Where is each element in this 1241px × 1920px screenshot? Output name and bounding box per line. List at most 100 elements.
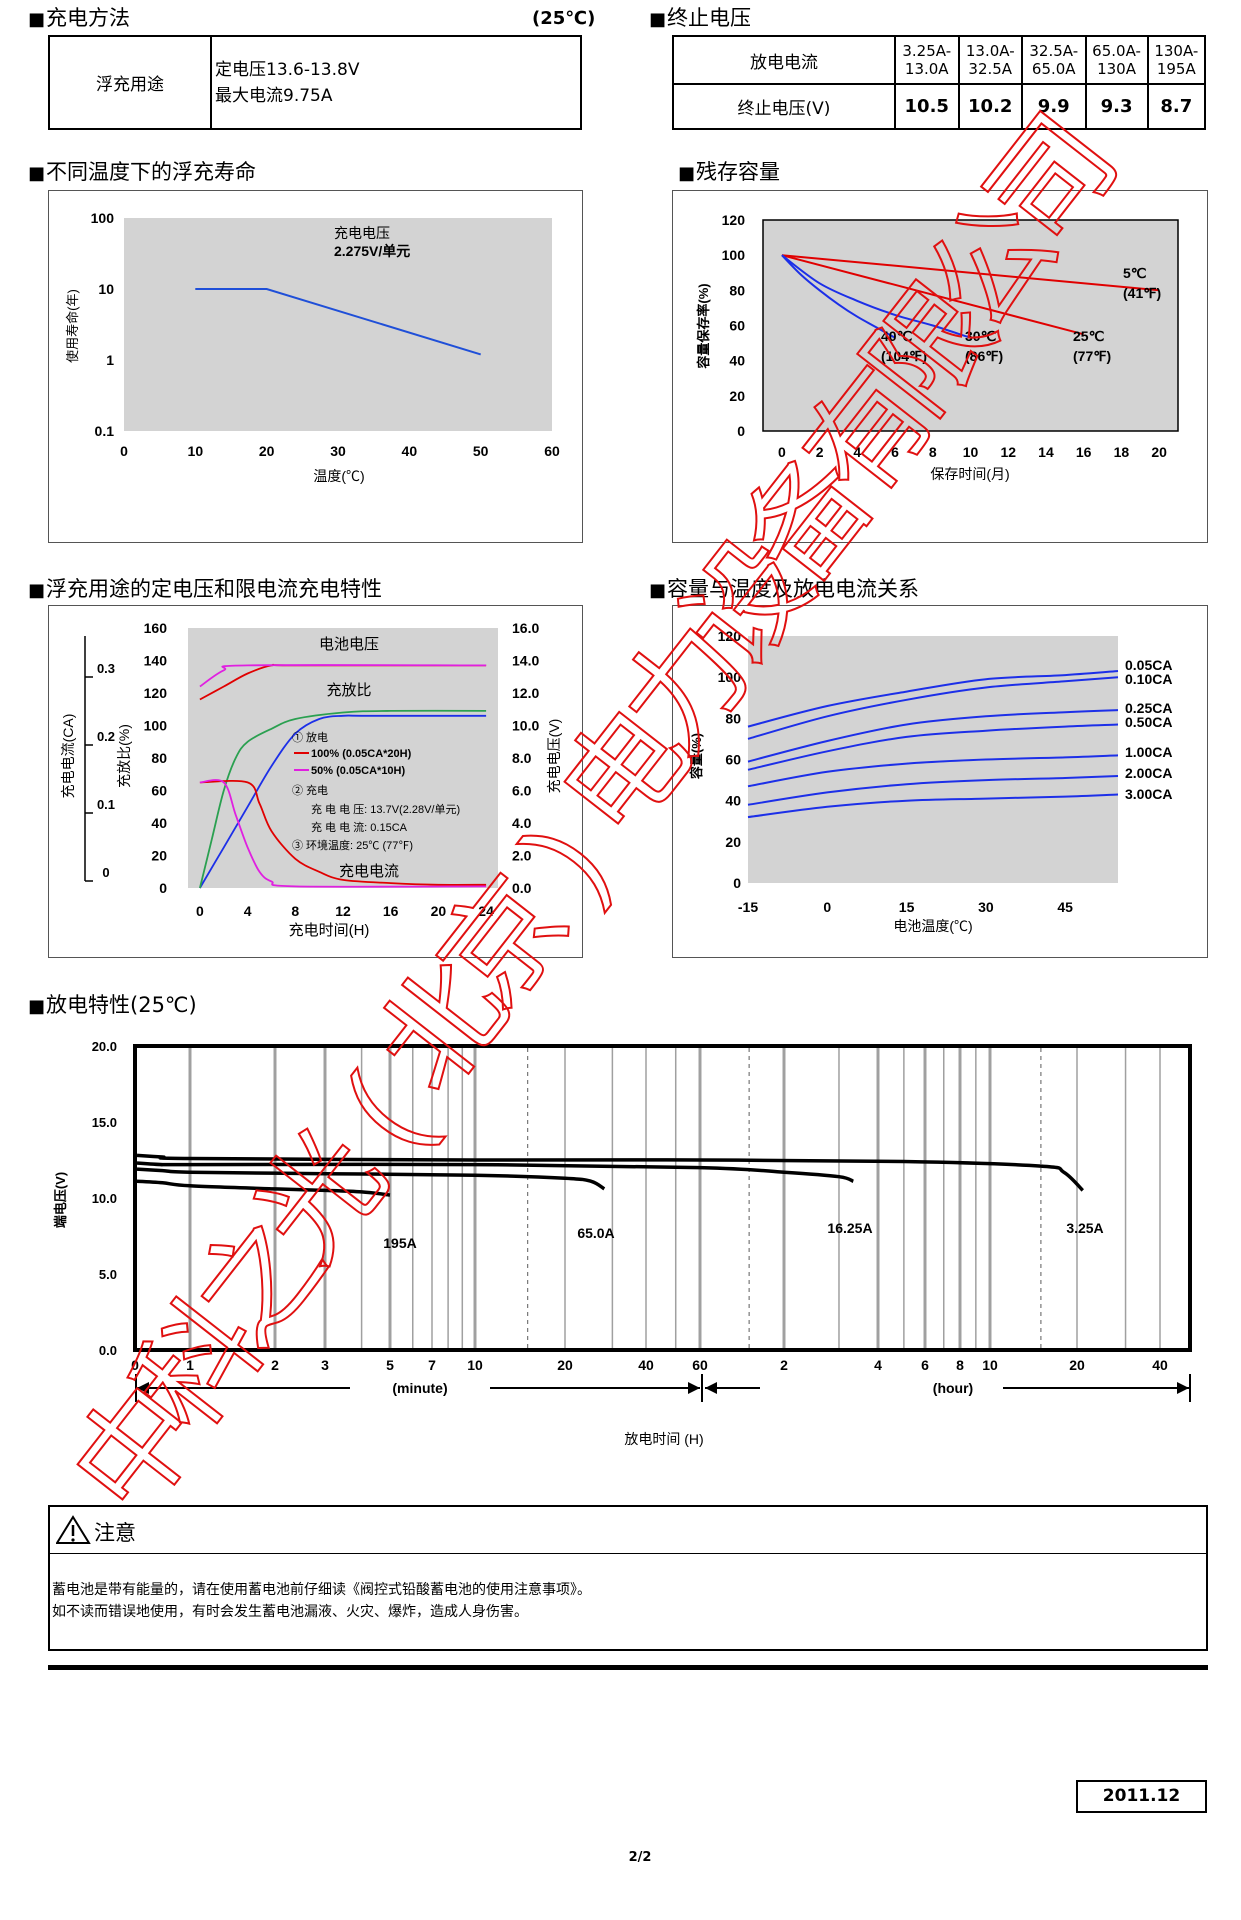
arrow-head xyxy=(705,1382,717,1394)
float-charge-panel: 0 4 8 12 16 20 24 0 20 40 60 80 100 120 140 160 0.0 2.0 4.… xyxy=(48,605,583,958)
page-number: 2/2 xyxy=(628,1850,652,1865)
float-life-panel: 0 10 20 30 40 50 60 0.1 1 10 100 充电电压 2.275V/单元 温度(℃)… xyxy=(48,190,583,543)
series-label: 25℃ xyxy=(1073,328,1105,344)
y-tick-label: 0.1 xyxy=(95,423,115,439)
series-label: 5℃ xyxy=(1123,265,1147,281)
legend-text: 充 电 电 压: 13.7V(2.28V/单元) xyxy=(311,802,460,816)
series-label: 0.25CA xyxy=(1125,700,1172,716)
x-tick-minute: 2 xyxy=(271,1357,279,1373)
x-tick-minute: 3 xyxy=(321,1357,329,1373)
ratio-tick-label: 100 xyxy=(144,718,168,734)
arrow-head xyxy=(688,1382,700,1394)
charge-series-line xyxy=(199,779,487,888)
residual-series-line xyxy=(781,254,1160,292)
voltage-tick-label: 8.0 xyxy=(512,750,532,766)
voltage-tick-label: 4.0 xyxy=(512,815,532,831)
float-charge-title: 浮充用途的定电压和限电流充电特性 xyxy=(28,577,382,603)
cutoff-voltage-table: 放电电流 3.25A-13.0A 13.0A-32.5A 32.5A-65.0A… xyxy=(672,35,1207,130)
x-tick-label: 4 xyxy=(244,903,252,919)
series-label: 16.25A xyxy=(827,1220,872,1236)
x-tick-hour: 2 xyxy=(780,1357,788,1373)
series-label: 0.50CA xyxy=(1125,714,1172,730)
voltage-tick-label: 10.0 xyxy=(512,718,539,734)
x-tick-minute: 0 xyxy=(131,1357,139,1373)
charge-series-line xyxy=(199,714,487,889)
current-tick-label: 0.1 xyxy=(97,797,115,812)
x-tick-label: 18 xyxy=(1114,444,1130,460)
residual-panel: 0 2 4 6 8 10 12 14 16 18 20 0 20 40 60 80 100 120 5℃ (41℉) 2… xyxy=(672,190,1208,543)
discharge-chart: 0.0 5.0 10.0 15.0 20.0 0 1 2 3 5 7 10 20 40 60 2 4 6 8 10 20… xyxy=(53,1039,1192,1447)
plot-frame xyxy=(133,1044,1192,1352)
x-tick-label: 0 xyxy=(823,899,831,915)
y-tick-label: 60 xyxy=(725,752,741,768)
y-axis-label: 容量保存率(%) xyxy=(696,283,711,369)
x-tick-label: 0 xyxy=(120,443,128,459)
life-line xyxy=(195,288,481,356)
x-tick-label: -15 xyxy=(738,899,758,915)
series-label: 65.0A xyxy=(577,1225,614,1241)
warning-icon xyxy=(56,1515,91,1544)
charge-method-table: 浮充用途 定电压13.6-13.8V 最大电流9.75A xyxy=(48,35,582,130)
x-tick-label: 20 xyxy=(1151,444,1167,460)
x-tick-label: 20 xyxy=(431,903,447,919)
ratio-tick-label: 60 xyxy=(151,783,167,799)
plot-area xyxy=(748,636,1118,883)
y-axis-label: 使用寿命(年) xyxy=(65,289,80,363)
x-tick-label: 30 xyxy=(330,443,346,459)
notice-body: 蓄电池是带有能量的，请在使用蓄电池前仔细读《阀控式铅酸蓄电池的使用注意事项》。 … xyxy=(48,1551,1208,1651)
discharge-series-line xyxy=(136,1179,391,1197)
capacity-series-line xyxy=(747,670,1119,728)
y-tick-label: 0.0 xyxy=(99,1343,117,1358)
voltage-cell: 9.3 xyxy=(1084,83,1149,130)
capacity-series-line xyxy=(747,676,1119,740)
x-tick-label: 0 xyxy=(196,903,204,919)
y-tick-label: 120 xyxy=(722,212,746,228)
capacity-temp-title: 容量与温度及放电电流关系 xyxy=(649,577,919,603)
discharge-series-line xyxy=(136,1153,1085,1192)
y-tick-label: 100 xyxy=(91,210,115,226)
charge-method-title: 充电方法 xyxy=(28,6,130,32)
x-tick-label: 45 xyxy=(1057,899,1073,915)
legend-text: 100% (0.05CA*20H) xyxy=(311,748,412,760)
series-label: 2.00CA xyxy=(1125,765,1172,781)
residual-chart: 0 2 4 6 8 10 12 14 16 18 20 0 20 40 60 80 100 120 5℃ (41℉) 2… xyxy=(696,212,1179,482)
residual-series-line xyxy=(781,254,1084,336)
series-label: 3.25A xyxy=(1066,1220,1103,1236)
arrow-head xyxy=(1177,1382,1189,1394)
voltage-cell: 9.9 xyxy=(1021,83,1087,130)
charge-voltage: 定电压13.6-13.8V xyxy=(215,59,360,80)
voltage-tick-label: 14.0 xyxy=(512,653,539,669)
annotation-label: 2.275V/单元 xyxy=(334,243,410,259)
x-axis-label: 充电时间(H) xyxy=(289,922,370,939)
x-tick-label: 10 xyxy=(963,444,979,460)
y-tick-label: 10 xyxy=(98,281,114,297)
x-tick-minute: 1 xyxy=(186,1357,194,1373)
legend-text: ① 放电 xyxy=(292,730,328,744)
notice-title: 注意 xyxy=(94,1521,136,1545)
charge-series-line xyxy=(199,664,487,688)
x-tick-label: 15 xyxy=(899,899,915,915)
x-tick-label: 60 xyxy=(544,443,560,459)
current-tick-label: 0.3 xyxy=(97,661,115,676)
range-cell: 3.25A-13.0A xyxy=(894,35,960,85)
discharge-current-label: 放电电流 xyxy=(672,35,896,85)
ratio-tick-label: 80 xyxy=(151,750,167,766)
x-tick-label: 14 xyxy=(1038,444,1054,460)
x-axis-label: 电池温度(℃) xyxy=(893,918,972,934)
notice-line-1: 蓄电池是带有能量的，请在使用蓄电池前仔细读《阀控式铅酸蓄电池的使用注意事项》。 xyxy=(52,1582,591,1598)
y-tick-label: 10.0 xyxy=(92,1191,117,1206)
notice-header: 注意 xyxy=(48,1505,1208,1554)
float-use-label: 浮充用途 xyxy=(48,35,212,130)
y-tick-label: 0 xyxy=(733,875,741,891)
voltage-cell: 10.5 xyxy=(894,83,960,130)
charge-current-label: 充电电流 xyxy=(339,863,399,880)
x-tick-minute: 7 xyxy=(428,1357,436,1373)
charge-series-line xyxy=(199,779,487,886)
unit-hour: (hour) xyxy=(933,1380,973,1396)
y-tick-label: 20 xyxy=(729,388,745,404)
ratio-tick-label: 120 xyxy=(144,685,168,701)
legend-text: 50% (0.05CA*10H) xyxy=(311,765,405,777)
battery-voltage-label: 电池电压 xyxy=(319,636,379,653)
notice-line-2: 如不读而错误地使用，有时会发生蓄电池漏液、火灾、爆炸，造成人身伤害。 xyxy=(52,1604,528,1620)
series-label: 0.05CA xyxy=(1125,657,1172,673)
